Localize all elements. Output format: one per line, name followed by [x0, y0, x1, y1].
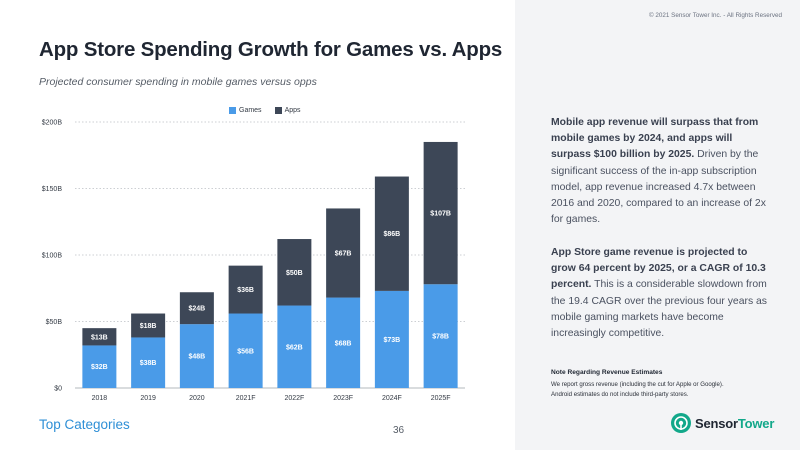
revenue-note: Note Regarding Revenue Estimates We repo… [551, 368, 781, 401]
data-label-games: $38B [140, 360, 157, 367]
legend-swatch-apps [274, 107, 282, 114]
sensor-tower-logo: SensorTower [671, 413, 774, 433]
paragraph-2-bold: App Store game revenue is projected to g… [551, 247, 766, 291]
stacked-bar-chart: $0 $50B $100B $150B $200B $32B $13B 2018 $38B $18… [42, 120, 465, 402]
data-label-games: $48B [189, 354, 206, 361]
paragraph-apps-surpass: Mobile app revenue will surpass that fro… [551, 115, 773, 228]
data-label-apps: $18B [140, 323, 157, 330]
paragraph-1-text: Driven by the significant success of the… [551, 149, 766, 226]
logo-text: SensorTower [695, 416, 774, 431]
data-label-games: $56B [237, 348, 254, 355]
bar-apps [82, 328, 117, 346]
x-tick-label: 2022F [284, 395, 304, 402]
bar-games [277, 305, 312, 388]
data-label-games: $32B [91, 364, 108, 371]
note-title: Note Regarding Revenue Estimates [551, 369, 663, 376]
legend-item-apps: Apps [274, 107, 301, 114]
bar-games [82, 345, 117, 388]
data-label-apps: $67B [335, 251, 352, 258]
x-tick-label: 2019 [140, 395, 156, 402]
y-tick-label: $0 [54, 386, 62, 393]
logo-text-tower: Tower [737, 415, 775, 431]
x-tick-label: 2024F [382, 395, 402, 402]
y-tick-label: $150B [42, 186, 63, 193]
y-tick-label: $200B [42, 120, 63, 127]
bar-games [131, 337, 166, 388]
data-label-games: $68B [335, 340, 352, 347]
bar-apps [326, 208, 361, 298]
legend-swatch-games [229, 107, 236, 114]
bar-games [374, 290, 409, 388]
copyright: © 2021 Sensor Tower Inc. - All Rights Re… [649, 12, 782, 19]
note-line: Android estimates do not include third-p… [551, 391, 689, 398]
legend-item-games: Games [229, 107, 262, 114]
page-title: App Store Spending Growth for Games vs. … [39, 38, 503, 61]
bar-apps [374, 176, 409, 291]
page-number: 36 [393, 425, 405, 436]
bar-apps [228, 265, 263, 314]
x-tick-label: 2020 [189, 395, 205, 402]
paragraph-1-bold: Mobile app revenue will surpass that fro… [551, 117, 759, 161]
commentary-panel [515, 0, 800, 450]
note-line: We report gross revenue (including the c… [551, 380, 724, 388]
bar-apps [179, 292, 214, 325]
y-tick-label: $100B [42, 253, 63, 260]
bar-games [179, 324, 214, 388]
data-label-games: $62B [286, 344, 303, 351]
data-label-apps: $86B [384, 231, 401, 238]
data-label-apps: $50B [286, 270, 303, 277]
data-label-apps: $36B [237, 287, 254, 294]
data-label-apps: $24B [189, 306, 206, 313]
data-label-games: $78B [432, 334, 449, 341]
data-label-games: $73B [384, 337, 401, 344]
x-tick-label: 2018 [92, 395, 108, 402]
paragraph-2-text: This is a considerable slowdown from the… [551, 279, 768, 340]
paragraph-game-growth: App Store game revenue is projected to g… [551, 245, 773, 342]
bar-games [228, 313, 263, 388]
data-label-apps: $107B [430, 211, 451, 218]
legend-label-games: Games [239, 107, 262, 114]
x-tick-label: 2021F [236, 395, 256, 402]
bar-apps [277, 239, 312, 306]
sensor-tower-logo-icon [671, 413, 691, 433]
bar-apps [423, 141, 458, 285]
x-tick-label: 2025F [431, 395, 451, 402]
page-subtitle: Projected consumer spending in mobile ga… [39, 76, 317, 88]
legend-label-apps: Apps [284, 107, 301, 114]
x-tick-label: 2023F [333, 395, 353, 402]
logo-text-sensor: Sensor [695, 415, 738, 431]
section-link[interactable]: Top Categories [39, 417, 130, 432]
bar-games [326, 297, 361, 388]
data-label-apps: $13B [91, 334, 108, 341]
y-tick-label: $50B [46, 319, 63, 326]
bar-games [423, 284, 458, 388]
bar-apps [131, 313, 166, 338]
chart-legend: Games Apps [229, 107, 314, 114]
